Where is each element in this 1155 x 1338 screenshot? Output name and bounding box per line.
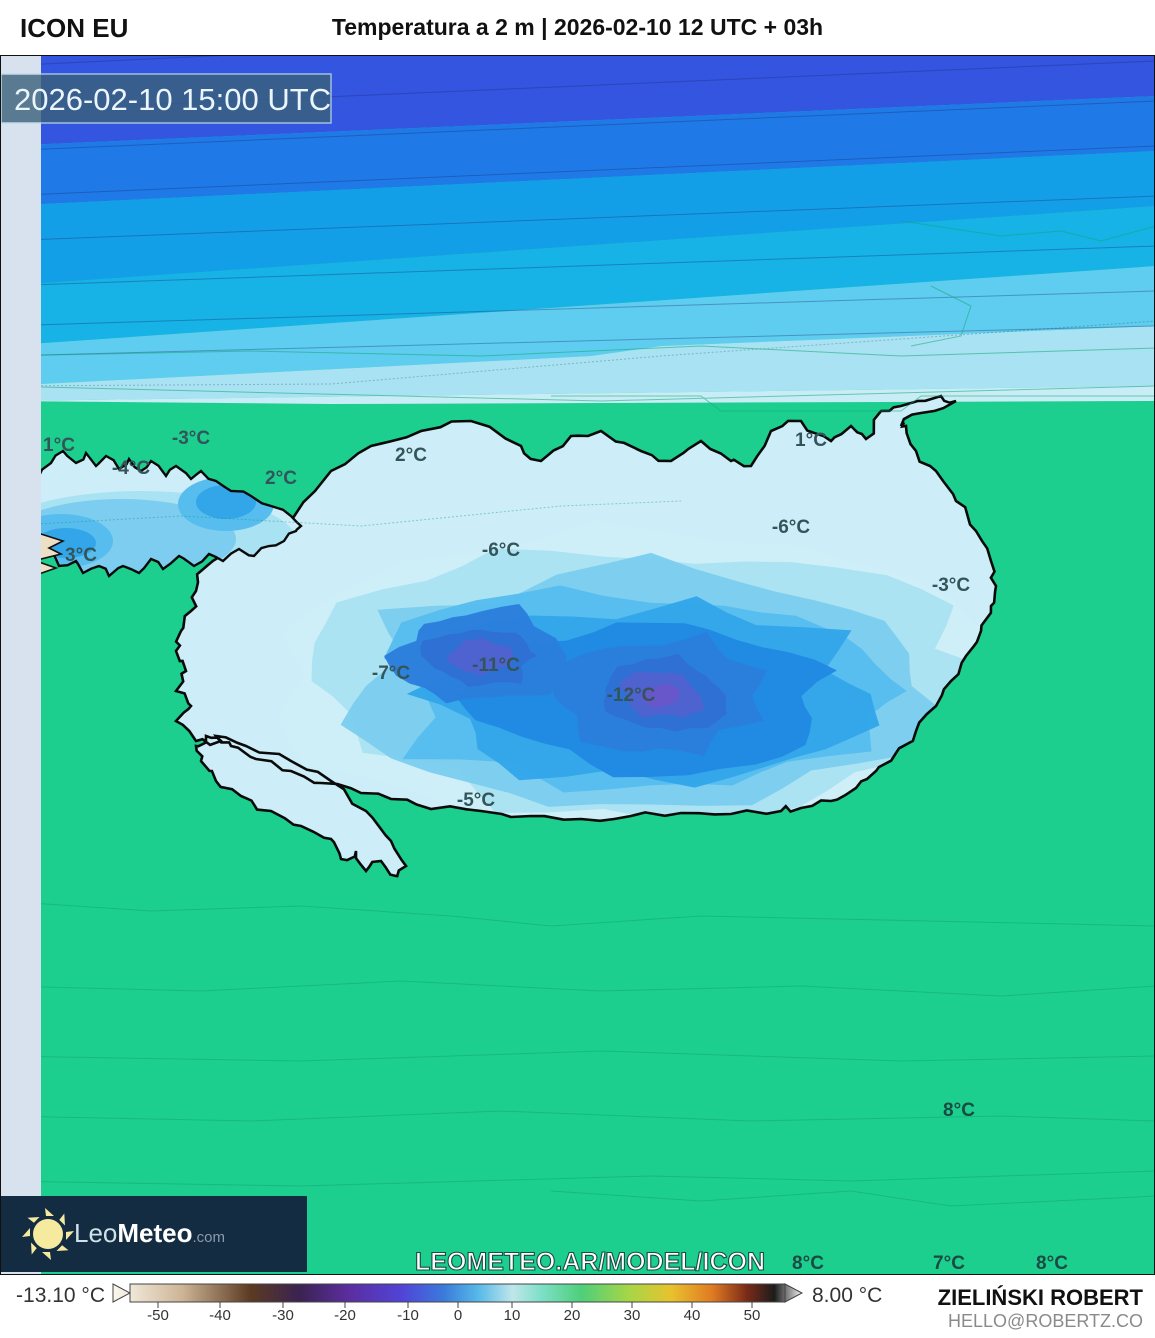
svg-text:0: 0: [454, 1307, 462, 1324]
svg-text:8°C: 8°C: [943, 1100, 975, 1121]
svg-text:-30: -30: [272, 1307, 294, 1324]
svg-text:-4°C: -4°C: [112, 458, 150, 479]
svg-text:50: 50: [744, 1307, 761, 1324]
svg-text:-50: -50: [147, 1307, 169, 1324]
svg-text:-13.10 °C: -13.10 °C: [16, 1284, 105, 1307]
svg-text:40: 40: [684, 1307, 701, 1324]
svg-text:-20: -20: [334, 1307, 356, 1324]
svg-text:-3°C: -3°C: [172, 428, 210, 449]
svg-text:2°C: 2°C: [265, 468, 297, 489]
svg-text:2°C: 2°C: [395, 445, 427, 466]
svg-text:-11°C: -11°C: [472, 655, 520, 676]
svg-text:8.00 °C: 8.00 °C: [812, 1284, 882, 1307]
svg-text:LEOMETEO.AR/MODEL/ICON: LEOMETEO.AR/MODEL/ICON: [415, 1248, 765, 1275]
svg-text:30: 30: [624, 1307, 641, 1324]
svg-text:-12°C: -12°C: [607, 685, 656, 706]
svg-text:-10: -10: [397, 1307, 419, 1324]
svg-text:-3°C: -3°C: [932, 575, 970, 596]
svg-text:-40: -40: [209, 1307, 231, 1324]
svg-text:1°C: 1°C: [795, 430, 827, 451]
svg-text:20: 20: [564, 1307, 581, 1324]
svg-text:-6°C: -6°C: [772, 517, 810, 538]
svg-text:-6°C: -6°C: [482, 540, 520, 561]
svg-text:2026-02-10 15:00 UTC: 2026-02-10 15:00 UTC: [14, 82, 331, 117]
svg-text:3°C: 3°C: [65, 545, 97, 566]
svg-text:10: 10: [504, 1307, 521, 1324]
svg-text:7°C: 7°C: [933, 1253, 965, 1274]
svg-text:8°C: 8°C: [792, 1253, 824, 1274]
svg-text:8°C: 8°C: [1036, 1253, 1068, 1274]
svg-text:-7°C: -7°C: [372, 663, 410, 684]
svg-text:1°C: 1°C: [43, 435, 75, 456]
svg-text:-5°C: -5°C: [457, 790, 495, 811]
